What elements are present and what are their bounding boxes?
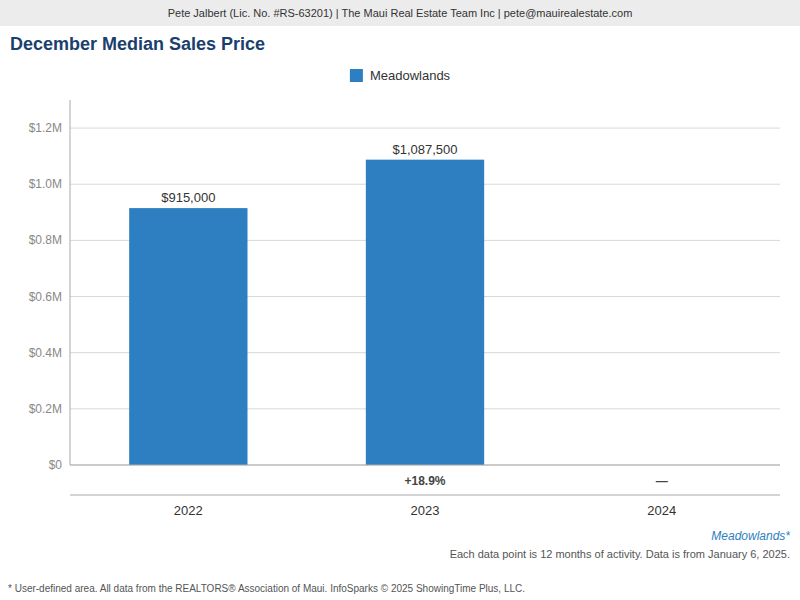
- y-tick-label: $0.6M: [29, 290, 62, 304]
- footer: * User-defined area. All data from the R…: [8, 583, 525, 594]
- footer: Meadowlands*: [711, 529, 790, 543]
- grid-line: [70, 128, 780, 129]
- y-tick-label: $0.8M: [29, 233, 62, 247]
- data-labels: $915,000 $1,087,500: [161, 142, 457, 205]
- y-tick-label: $1.2M: [29, 121, 62, 135]
- header: Pete Jalbert (Lic. No. #RS-63201) | The …: [168, 7, 633, 19]
- grid-line: [70, 465, 780, 466]
- legend-label: Meadowlands: [370, 68, 451, 83]
- separator: [70, 495, 780, 496]
- y-tick-label: $0.2M: [29, 402, 62, 416]
- legend: Meadowlands: [350, 68, 451, 83]
- data-label: $1,087,500: [392, 142, 457, 157]
- header-band: [0, 0, 800, 26]
- y-tick-label: $1.0M: [29, 177, 62, 191]
- legend-swatch: [350, 69, 363, 82]
- y-axis-line: [70, 100, 71, 465]
- x-axis-line: [70, 465, 780, 466]
- change-label: —: [656, 474, 668, 488]
- chart: Pete Jalbert (Lic. No. #RS-63201) | The …: [0, 0, 800, 600]
- title: December Median Sales Price: [10, 34, 265, 54]
- data-label: $915,000: [161, 190, 215, 205]
- footer: Each data point is 12 months of activity…: [450, 548, 790, 560]
- change-label: +18.9%: [404, 474, 445, 488]
- x-tick-label: 2024: [647, 503, 676, 518]
- bar: [129, 208, 247, 465]
- x-tick-label: 2022: [174, 503, 203, 518]
- bar: [366, 160, 484, 465]
- x-tick-label: 2023: [411, 503, 440, 518]
- y-tick-label: $0: [49, 458, 63, 472]
- y-tick-label: $0.4M: [29, 346, 62, 360]
- bars: [129, 160, 484, 465]
